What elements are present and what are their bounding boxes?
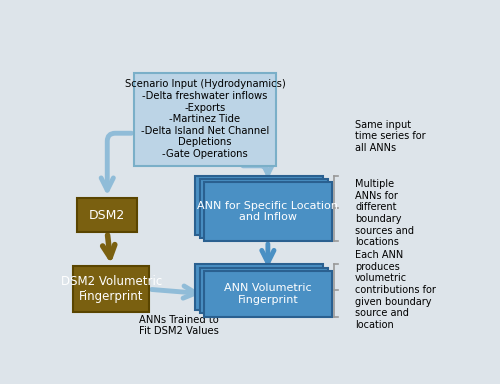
Text: DSM2 Volumetric
Fingerprint: DSM2 Volumetric Fingerprint [60, 275, 162, 303]
FancyBboxPatch shape [204, 182, 332, 241]
Text: Scenario Input (Hydrodynamics)
-Delta freshwater inflows
-Exports
-Martinez Tide: Scenario Input (Hydrodynamics) -Delta fr… [124, 79, 286, 159]
Text: ANN Volumetric
Fingerprint: ANN Volumetric Fingerprint [224, 283, 312, 305]
FancyBboxPatch shape [196, 264, 324, 310]
FancyBboxPatch shape [200, 179, 328, 238]
Text: DSM2: DSM2 [89, 209, 126, 222]
FancyBboxPatch shape [74, 266, 149, 312]
FancyBboxPatch shape [204, 271, 332, 317]
FancyBboxPatch shape [200, 268, 328, 313]
Text: Same input
time series for
all ANNs: Same input time series for all ANNs [355, 120, 426, 153]
FancyBboxPatch shape [77, 199, 138, 232]
Text: ANN for Specific Location
and Inflow: ANN for Specific Location and Inflow [198, 201, 338, 222]
FancyBboxPatch shape [196, 175, 324, 235]
Text: Each ANN
produces
volumetric
contributions for
given boundary
source and
locatio: Each ANN produces volumetric contributio… [355, 250, 436, 330]
FancyBboxPatch shape [134, 73, 276, 166]
Text: ANNs Trained to
Fit DSM2 Values: ANNs Trained to Fit DSM2 Values [139, 315, 218, 336]
Text: Multiple
ANNs for
different
boundary
sources and
locations: Multiple ANNs for different boundary sou… [355, 179, 414, 247]
